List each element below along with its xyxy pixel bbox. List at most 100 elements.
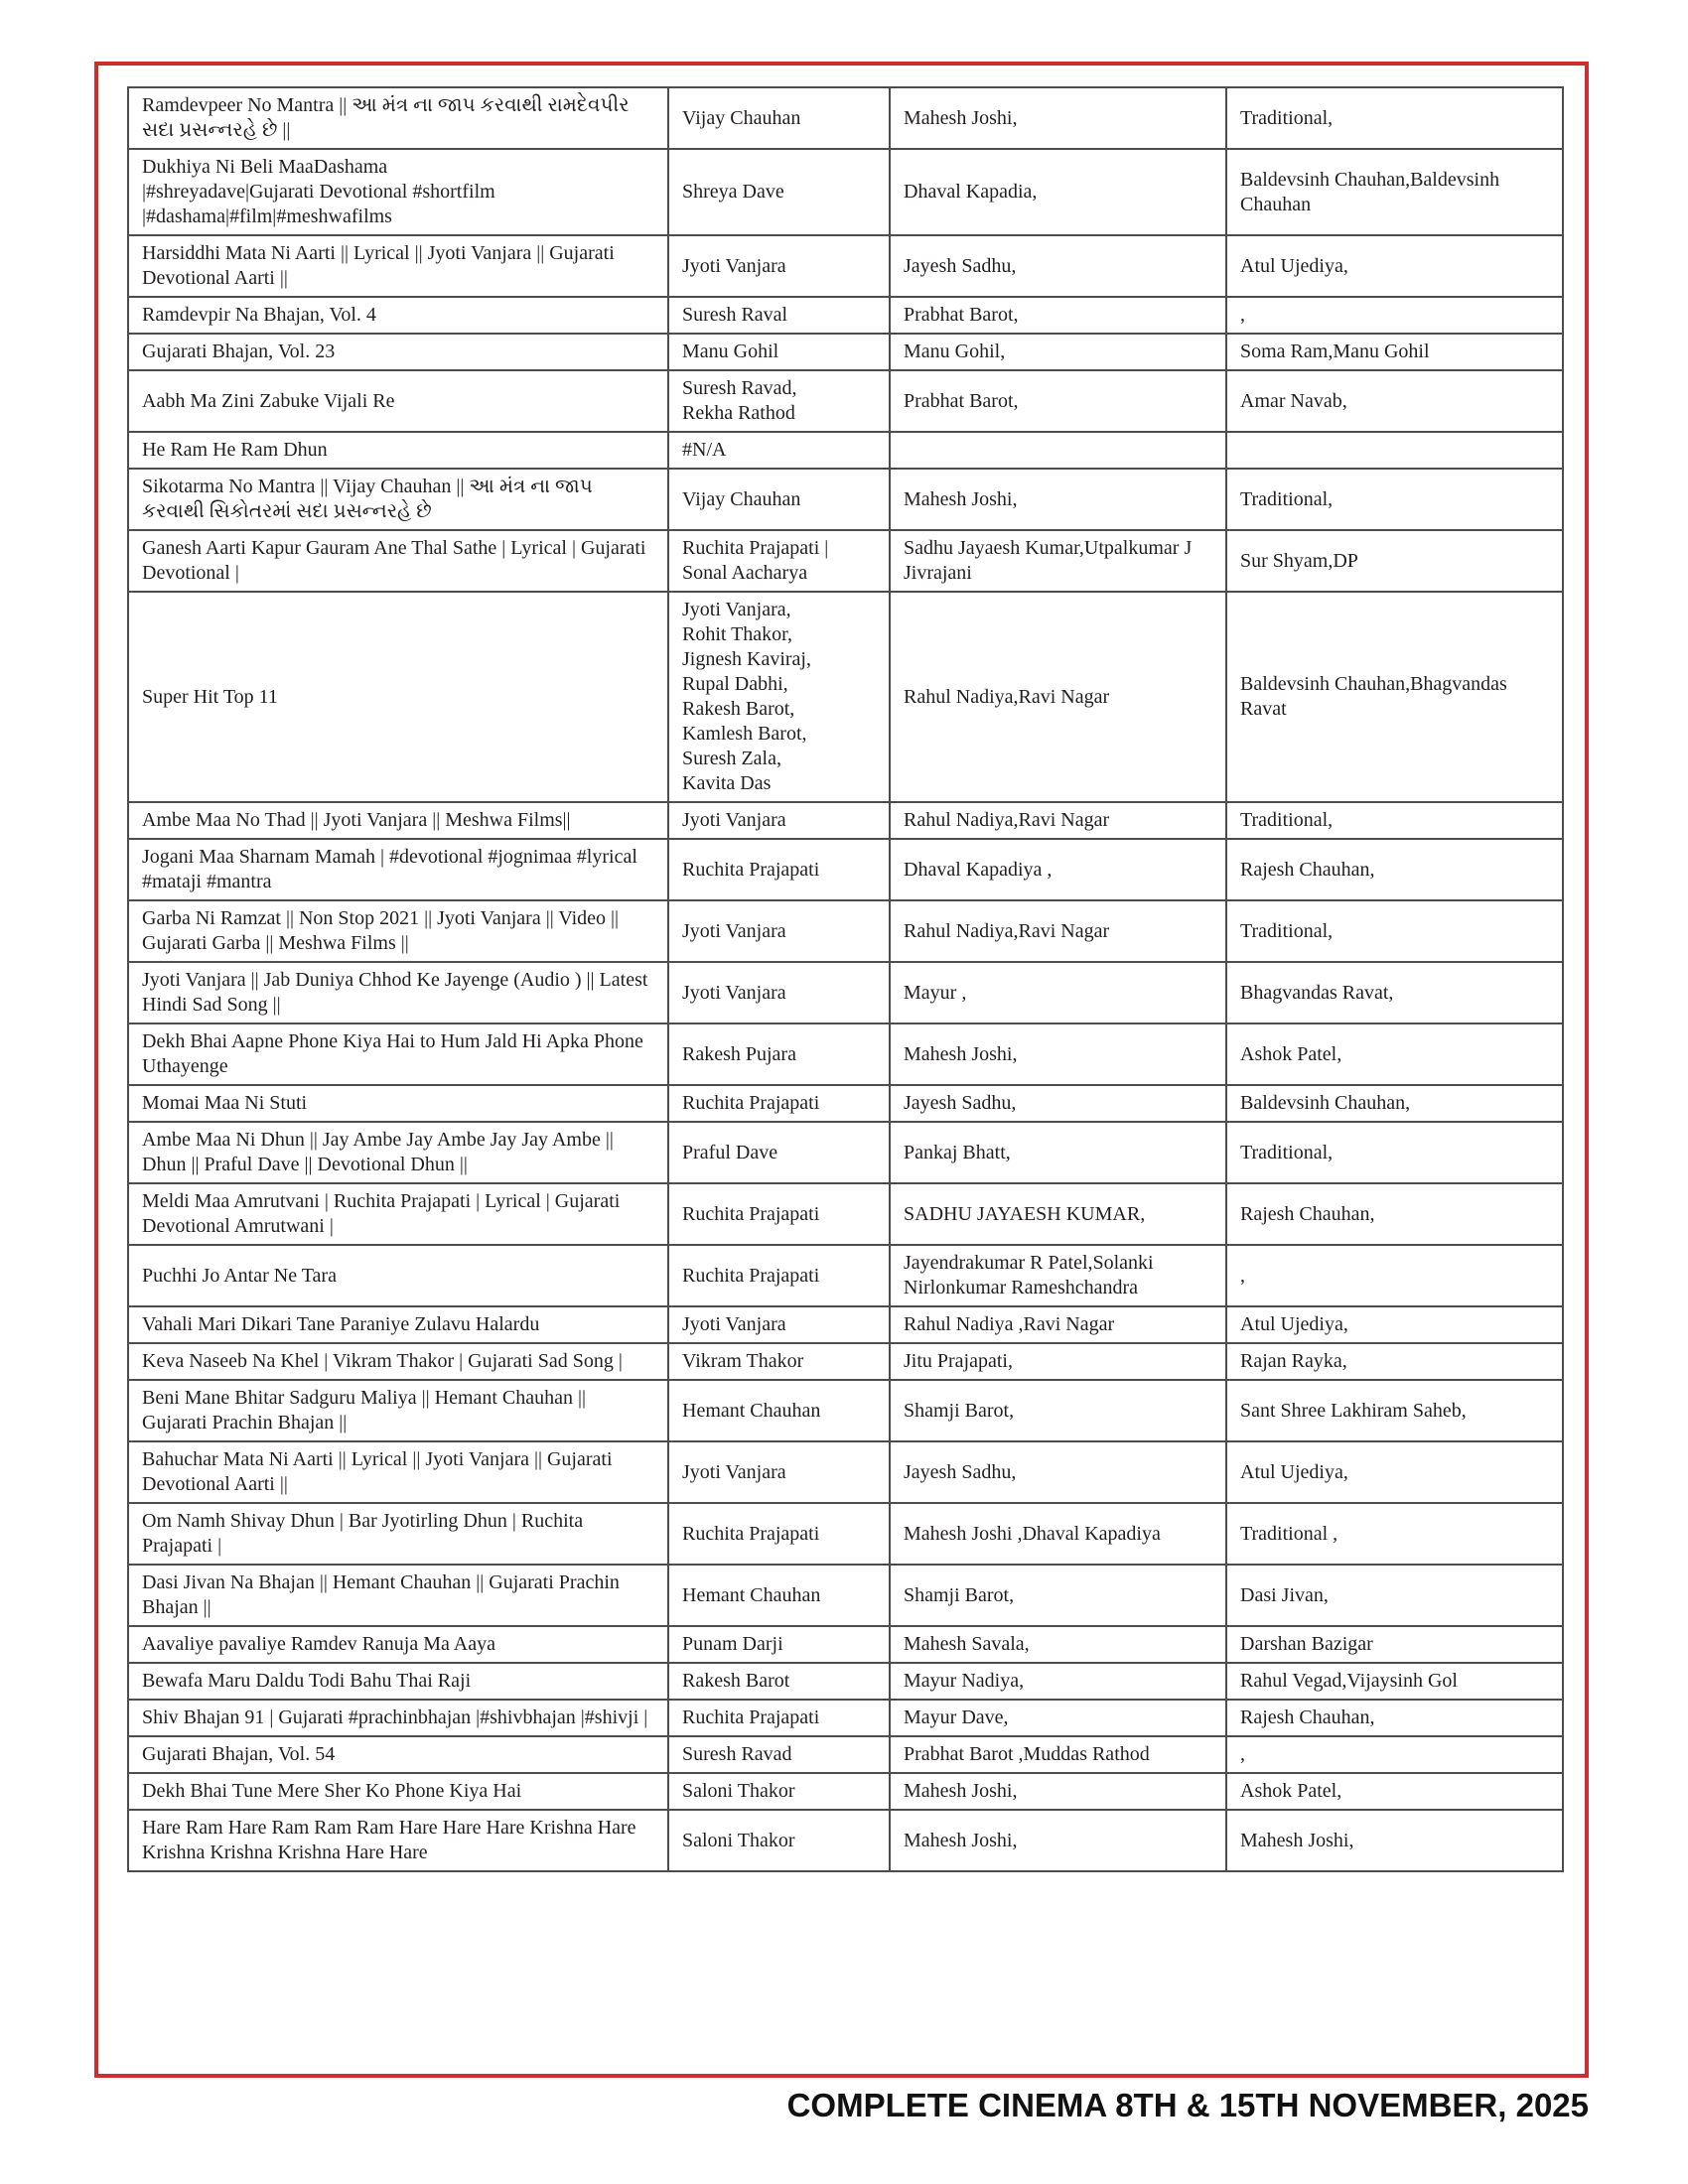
table-cell-title: Garba Ni Ramzat || Non Stop 2021 || Jyot… [127,899,669,963]
table-row: Puchhi Jo Antar Ne Tara Ruchita Prajapati… [127,1244,1564,1307]
table-cell-title: Beni Mane Bhitar Sadguru Maliya || Heman… [127,1379,669,1442]
table-cell-title: Aabh Ma Zini Zabuke Vijali Re [127,369,669,433]
table-cell-lyricist: Traditional, [1225,1121,1564,1184]
table-row: Dukhiya Ni Beli MaaDashama |#shreyadave|… [127,148,1564,236]
table-cell-singer: Saloni Thakor [667,1772,891,1811]
table-cell-music_director [889,431,1227,470]
table-row: Ambe Maa No Thad || Jyoti Vanjara || Mes… [127,801,1564,840]
table-cell-music_director: Jayesh Sadhu, [889,1440,1227,1504]
table-cell-music_director: Jayendrakumar R Patel,Solanki Nirlonkuma… [889,1244,1227,1307]
table-cell-singer: Jyoti Vanjara [667,234,891,298]
table-cell-title: Meldi Maa Amrutvani | Ruchita Prajapati … [127,1182,669,1246]
table-cell-lyricist: Baldevsinh Chauhan, [1225,1084,1564,1123]
table-cell-title: Bahuchar Mata Ni Aarti || Lyrical || Jyo… [127,1440,669,1504]
table-cell-title: He Ram He Ram Dhun [127,431,669,470]
table-row: Vahali Mari Dikari Tane Paraniye Zulavu … [127,1305,1564,1344]
table-cell-title: Ramdevpir Na Bhajan, Vol. 4 [127,296,669,335]
table-cell-singer: Ruchita Prajapati [667,1084,891,1123]
table-cell-singer: Jyoti Vanjara [667,801,891,840]
table-cell-singer: Vikram Thakor [667,1342,891,1381]
footer-issue-label: COMPLETE CINEMA 8TH & 15TH NOVEMBER, 202… [786,2087,1589,2123]
table-cell-lyricist: Traditional, [1225,801,1564,840]
table-cell-music_director: SADHU JAYAESH KUMAR, [889,1182,1227,1246]
table-cell-title: Ambe Maa Ni Dhun || Jay Ambe Jay Ambe Ja… [127,1121,669,1184]
table-cell-music_director: Shamji Barot, [889,1379,1227,1442]
table-cell-lyricist: Sur Shyam,DP [1225,529,1564,593]
table-cell-title: Ramdevpeer No Mantra || આ મંત્ર ના જાપ ક… [127,86,669,150]
table-cell-title: Bewafa Maru Daldu Todi Bahu Thai Raji [127,1662,669,1701]
table-cell-music_director: Jayesh Sadhu, [889,234,1227,298]
table-cell-singer: Jyoti Vanjara [667,961,891,1024]
table-row: Dekh Bhai Aapne Phone Kiya Hai to Hum Ja… [127,1023,1564,1086]
table-cell-singer: Suresh Ravad [667,1735,891,1774]
table-cell-music_director: Mahesh Joshi, [889,468,1227,531]
table-cell-singer: Jyoti Vanjara [667,1305,891,1344]
table-row: Ramdevpir Na Bhajan, Vol. 4 Suresh Raval P… [127,296,1564,335]
table-cell-title: Harsiddhi Mata Ni Aarti || Lyrical || Jy… [127,234,669,298]
table-cell-title: Dekh Bhai Tune Mere Sher Ko Phone Kiya H… [127,1772,669,1811]
table-row: Garba Ni Ramzat || Non Stop 2021 || Jyot… [127,899,1564,963]
table-row: Gujarati Bhajan, Vol. 23 Manu Gohil Manu G… [127,333,1564,371]
table-row: Dasi Jivan Na Bhajan || Hemant Chauhan |… [127,1564,1564,1627]
table-row: Beni Mane Bhitar Sadguru Maliya || Heman… [127,1379,1564,1442]
table-cell-singer: Suresh Ravad, Rekha Rathod [667,369,891,433]
table-cell-lyricist: Atul Ujediya, [1225,1440,1564,1504]
table-row: Ambe Maa Ni Dhun || Jay Ambe Jay Ambe Ja… [127,1121,1564,1184]
table-cell-title: Momai Maa Ni Stuti [127,1084,669,1123]
table-cell-lyricist: Sant Shree Lakhiram Saheb, [1225,1379,1564,1442]
table-cell-music_director: Pankaj Bhatt, [889,1121,1227,1184]
table-cell-lyricist: Atul Ujediya, [1225,234,1564,298]
table-cell-title: Dekh Bhai Aapne Phone Kiya Hai to Hum Ja… [127,1023,669,1086]
table-cell-title: Ganesh Aarti Kapur Gauram Ane Thal Sathe… [127,529,669,593]
table-row: Harsiddhi Mata Ni Aarti || Lyrical || Jy… [127,234,1564,298]
table-cell-singer: Ruchita Prajapati [667,1182,891,1246]
table-cell-lyricist: Rajesh Chauhan, [1225,1182,1564,1246]
table-cell-music_director: Mayur Dave, [889,1699,1227,1737]
table-cell-lyricist: Rajesh Chauhan, [1225,1699,1564,1737]
table-row: Ramdevpeer No Mantra || આ મંત્ર ના જાપ ક… [127,86,1564,150]
table-cell-lyricist: , [1225,1244,1564,1307]
table-cell-music_director: Mahesh Joshi, [889,1809,1227,1872]
table-cell-music_director: Manu Gohil, [889,333,1227,371]
table-cell-singer: Rakesh Pujara [667,1023,891,1086]
table-cell-singer: Shreya Dave [667,148,891,236]
table-cell-music_director: Mahesh Joshi, [889,1023,1227,1086]
table-cell-lyricist: Mahesh Joshi, [1225,1809,1564,1872]
table-cell-lyricist: Darshan Bazigar [1225,1625,1564,1664]
table-cell-lyricist: , [1225,296,1564,335]
table-row: Meldi Maa Amrutvani | Ruchita Prajapati … [127,1182,1564,1246]
table-cell-music_director: Dhaval Kapadia, [889,148,1227,236]
table-cell-singer: Punam Darji [667,1625,891,1664]
table-cell-singer: Praful Dave [667,1121,891,1184]
table-cell-music_director: Dhaval Kapadiya , [889,838,1227,901]
table-cell-lyricist: Baldevsinh Chauhan,Bhagvandas Ravat [1225,591,1564,803]
table-row: Shiv Bhajan 91 | Gujarati #prachinbhajan… [127,1699,1564,1737]
table-cell-singer: #N/A [667,431,891,470]
table-cell-lyricist: Soma Ram,Manu Gohil [1225,333,1564,371]
table-row: Jyoti Vanjara || Jab Duniya Chhod Ke Jay… [127,961,1564,1024]
table-row: Aavaliye pavaliye Ramdev Ranuja Ma Aaya P… [127,1625,1564,1664]
table-cell-singer: Ruchita Prajapati [667,1244,891,1307]
table-cell-singer: Jyoti Vanjara [667,1440,891,1504]
table-cell-singer: Jyoti Vanjara [667,899,891,963]
table-cell-title: Ambe Maa No Thad || Jyoti Vanjara || Mes… [127,801,669,840]
table-row: Bahuchar Mata Ni Aarti || Lyrical || Jyo… [127,1440,1564,1504]
table-cell-singer: Ruchita Prajapati | Sonal Aacharya [667,529,891,593]
table-cell-title: Vahali Mari Dikari Tane Paraniye Zulavu … [127,1305,669,1344]
table-cell-title: Shiv Bhajan 91 | Gujarati #prachinbhajan… [127,1699,669,1737]
table-cell-singer: Vijay Chauhan [667,468,891,531]
table-cell-lyricist: Ashok Patel, [1225,1023,1564,1086]
table-cell-music_director: Jayesh Sadhu, [889,1084,1227,1123]
table-cell-lyricist: , [1225,1735,1564,1774]
table-cell-title: Om Namh Shivay Dhun | Bar Jyotirling Dhu… [127,1502,669,1566]
table-cell-title: Dasi Jivan Na Bhajan || Hemant Chauhan |… [127,1564,669,1627]
table-cell-music_director: Mahesh Joshi, [889,86,1227,150]
table-cell-title: Super Hit Top 11 [127,591,669,803]
table-cell-title: Sikotarma No Mantra || Vijay Chauhan || … [127,468,669,531]
table-cell-music_director: Rahul Nadiya,Ravi Nagar [889,899,1227,963]
table-row: Super Hit Top 11 Jyoti Vanjara, Rohit Tha… [127,591,1564,803]
table-cell-singer: Rakesh Barot [667,1662,891,1701]
table-cell-lyricist: Dasi Jivan, [1225,1564,1564,1627]
table-cell-music_director: Sadhu Jayaesh Kumar,Utpalkumar J Jivraja… [889,529,1227,593]
